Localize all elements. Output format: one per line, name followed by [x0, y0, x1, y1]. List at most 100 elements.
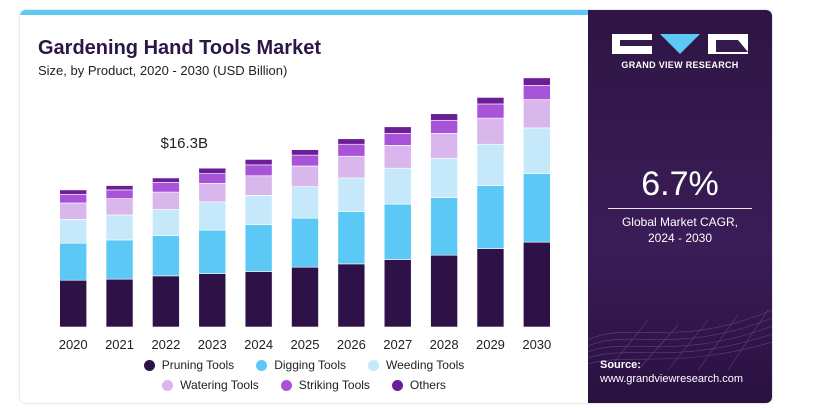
bar-segment-watering-tools-2025 — [291, 165, 319, 187]
bar-segment-watering-tools-2023 — [198, 183, 227, 203]
x-tick-label: 2021 — [105, 337, 134, 352]
grand-view-research-logo — [612, 34, 748, 54]
bar-segment-pruning-tools-2023 — [198, 273, 227, 328]
bar-segment-others-2026 — [337, 138, 366, 145]
bar-segment-watering-tools-2029 — [476, 117, 505, 145]
legend-row-1: Pruning Tools Digging Tools Weeding Tool… — [20, 358, 588, 372]
legend-item-others: Others — [391, 378, 446, 392]
legend-swatch — [162, 379, 174, 391]
legend-swatch — [256, 359, 268, 371]
logo-cut-right — [716, 40, 748, 52]
bar-segment-striking-tools-2022 — [152, 181, 180, 193]
bar-segment-pruning-tools-2022 — [152, 275, 180, 328]
bar-segment-weeding-tools-2023 — [198, 201, 227, 231]
legend-swatch — [391, 379, 403, 391]
cagr-label-line2: 2024 - 2030 — [647, 231, 713, 245]
x-tick-label: 2030 — [522, 337, 551, 352]
value-annotation: $16.3B — [160, 135, 208, 152]
accent-stripe — [20, 10, 588, 15]
bar-segment-pruning-tools-2027 — [383, 259, 412, 328]
bar-segment-striking-tools-2028 — [430, 119, 458, 134]
bar-segment-watering-tools-2020 — [59, 202, 87, 220]
bar-segment-digging-tools-2030 — [523, 173, 551, 243]
cagr-label: Global Market CAGR, 2024 - 2030 — [588, 214, 772, 246]
bar-segment-watering-tools-2021 — [105, 198, 134, 216]
bar-segment-weeding-tools-2020 — [59, 218, 87, 244]
bar-segment-others-2029 — [476, 97, 505, 105]
bar-segment-watering-tools-2024 — [244, 175, 273, 196]
bar-segment-others-2022 — [152, 177, 180, 183]
bar-segment-others-2027 — [383, 126, 412, 134]
bar-segment-weeding-tools-2029 — [476, 143, 505, 186]
bar-segment-striking-tools-2020 — [59, 193, 87, 204]
bar-segment-digging-tools-2024 — [244, 224, 273, 272]
chart-subtitle: Size, by Product, 2020 - 2030 (USD Billi… — [38, 63, 288, 78]
bar-segment-digging-tools-2026 — [337, 211, 366, 265]
bar-segment-striking-tools-2025 — [291, 154, 319, 167]
cagr-label-line1: Global Market CAGR, — [621, 215, 739, 229]
decorative-wave-mesh — [588, 309, 772, 370]
source-label: Source: — [600, 359, 641, 371]
bar-segment-digging-tools-2020 — [59, 242, 87, 281]
bar-segment-watering-tools-2027 — [383, 145, 412, 169]
legend-label: Digging Tools — [274, 358, 347, 372]
bar-segment-digging-tools-2021 — [105, 239, 134, 280]
cagr-divider — [608, 208, 752, 209]
bar-segment-others-2020 — [59, 189, 87, 195]
bar-segment-others-2025 — [291, 149, 319, 156]
source-note: Source: www.grandviewresearch.com — [600, 358, 743, 386]
legend-item-digging-tools: Digging Tools — [256, 358, 346, 372]
legend-label: Striking Tools — [298, 378, 370, 392]
legend-label: Weeding Tools — [386, 358, 465, 372]
bar-segment-striking-tools-2024 — [244, 164, 273, 177]
bar-segment-watering-tools-2026 — [337, 155, 366, 179]
bar-segment-pruning-tools-2025 — [291, 266, 319, 328]
x-tick-label: 2029 — [476, 337, 505, 352]
legend-swatch — [280, 379, 292, 391]
cagr-value: 6.7% — [641, 165, 719, 203]
bar-segment-others-2028 — [430, 113, 458, 121]
bar-segment-weeding-tools-2022 — [152, 209, 180, 236]
x-tick-label: 2025 — [291, 337, 320, 352]
legend-item-watering-tools: Watering Tools — [162, 378, 259, 392]
legend-swatch — [368, 359, 380, 371]
bar-segment-digging-tools-2023 — [198, 229, 227, 274]
legend-item-striking-tools: Striking Tools — [280, 378, 370, 392]
bar-segment-pruning-tools-2021 — [105, 278, 134, 328]
x-tick-label: 2022 — [151, 337, 180, 352]
summary-panel: GRAND VIEW RESEARCH 6.7% Global Market C… — [588, 10, 772, 403]
bar-segment-digging-tools-2025 — [291, 217, 319, 268]
legend-item-pruning-tools: Pruning Tools — [143, 358, 235, 372]
x-tick-label: 2026 — [337, 337, 366, 352]
x-tick-label: 2024 — [244, 337, 273, 352]
bar-segment-weeding-tools-2026 — [337, 177, 366, 212]
legend-row-2: Watering Tools Striking Tools Others — [20, 378, 588, 392]
bar-segment-watering-tools-2022 — [152, 191, 180, 210]
bar-segment-pruning-tools-2029 — [476, 248, 505, 328]
chart-panel: Gardening Hand Tools Market Size, by Pro… — [20, 15, 588, 403]
bar-segment-striking-tools-2027 — [383, 133, 412, 146]
bar-segment-others-2030 — [523, 77, 551, 86]
bar-segment-pruning-tools-2024 — [244, 271, 273, 328]
legend-item-weeding-tools: Weeding Tools — [368, 358, 464, 372]
bar-segment-pruning-tools-2026 — [337, 263, 366, 328]
bar-segment-weeding-tools-2024 — [244, 195, 273, 226]
logo-cut-left — [620, 40, 652, 46]
bar-segment-weeding-tools-2025 — [291, 186, 319, 219]
bar-segment-weeding-tools-2021 — [105, 214, 134, 241]
bar-segment-watering-tools-2030 — [523, 99, 551, 129]
bar-segment-digging-tools-2029 — [476, 185, 505, 249]
legend-swatch — [143, 359, 155, 371]
x-tick-label: 2023 — [198, 337, 227, 352]
bar-segment-weeding-tools-2027 — [383, 167, 412, 205]
bar-segment-digging-tools-2027 — [383, 203, 412, 260]
chart-title: Gardening Hand Tools Market — [38, 37, 321, 59]
logo-triangle — [660, 34, 700, 54]
bar-segment-pruning-tools-2028 — [430, 254, 458, 328]
bar-segment-striking-tools-2030 — [523, 85, 551, 100]
legend-label: Pruning Tools — [161, 358, 235, 372]
bar-segment-striking-tools-2026 — [337, 143, 366, 157]
bar-segment-others-2021 — [105, 185, 134, 191]
bar-segment-pruning-tools-2020 — [59, 279, 87, 328]
bar-segment-digging-tools-2028 — [430, 197, 458, 256]
